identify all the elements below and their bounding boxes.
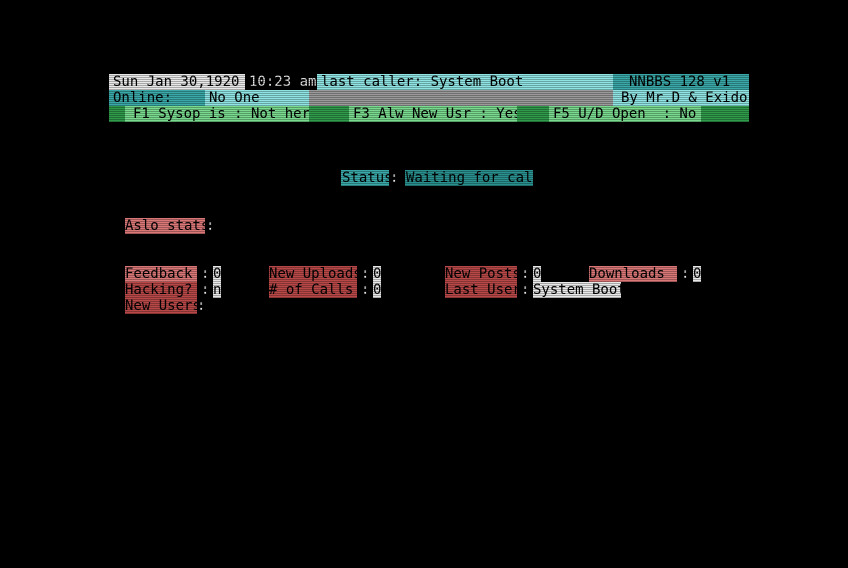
hacking-value: n [213, 282, 222, 298]
online-value: No One [205, 90, 309, 106]
credits-display: By Mr.D & Exidor [613, 90, 749, 106]
feedback-label: Feedback [125, 266, 201, 282]
calls-value: 0 [373, 282, 382, 298]
stats-title: Aslo stats [125, 218, 210, 234]
feedback-value: 0 [213, 266, 222, 282]
date-display: Sun Jan 30,1920 [109, 74, 245, 90]
hacking-colon: : [201, 282, 210, 298]
header-row-1: Sun Jan 30,1920 10:23 am last caller: Sy… [109, 74, 749, 90]
header-row-2: Online: No One By Mr.D & Exidor [109, 90, 749, 106]
stats-row-1: Feedback : 0 New Uploads : 0 New Posts :… [125, 266, 725, 282]
status-label: Status [341, 170, 393, 186]
time-display: 10:23 am [245, 74, 317, 90]
new-uploads-colon: : [361, 266, 370, 282]
status-line: Status : Waiting for call [341, 170, 541, 186]
downloads-value: 0 [693, 266, 702, 282]
f1-bar-right [309, 106, 349, 122]
f3-new-user-toggle[interactable]: F3 Alw New Usr : Yes [349, 106, 522, 122]
new-uploads-label: New Uploads [269, 266, 362, 282]
stats-row-3: New Users : [125, 298, 325, 314]
header-filler [309, 90, 613, 106]
last-user-colon: : [521, 282, 530, 298]
new-users-label: New Users [125, 298, 201, 314]
calls-colon: : [361, 282, 370, 298]
status-value: Waiting for call [405, 170, 541, 186]
f1-bar-left [109, 106, 125, 122]
stats-title-colon: : [206, 218, 215, 234]
last-user-value: System Boot [533, 282, 626, 298]
online-label: Online: [109, 90, 205, 106]
hacking-label: Hacking? [125, 282, 201, 298]
stats-title-line: Aslo stats : [125, 218, 245, 234]
new-posts-label: New Posts [445, 266, 521, 282]
new-posts-colon: : [521, 266, 530, 282]
f5-ud-toggle[interactable]: F5 U/D Open : No [549, 106, 701, 122]
header-row-3: F1 Sysop is : Not here F3 Alw New Usr : … [109, 106, 749, 122]
downloads-colon: : [681, 266, 690, 282]
feedback-colon: : [201, 266, 210, 282]
calls-label: # of Calls [269, 282, 362, 298]
last-caller-display: last caller: System Boot [317, 74, 613, 90]
new-uploads-value: 0 [373, 266, 382, 282]
stats-row-2: Hacking? : n # of Calls : 0 Last User : … [125, 282, 725, 298]
f1-sysop-toggle[interactable]: F1 Sysop is : Not here [125, 106, 318, 122]
f5-bar-right [701, 106, 749, 122]
last-user-label: Last User [445, 282, 521, 298]
version-display: NNBBS 128 v1 [613, 74, 749, 90]
f3-bar-right [517, 106, 549, 122]
downloads-label: Downloads [589, 266, 677, 282]
new-posts-value: 0 [533, 266, 542, 282]
new-users-colon: : [197, 298, 206, 314]
status-colon: : [390, 170, 399, 186]
